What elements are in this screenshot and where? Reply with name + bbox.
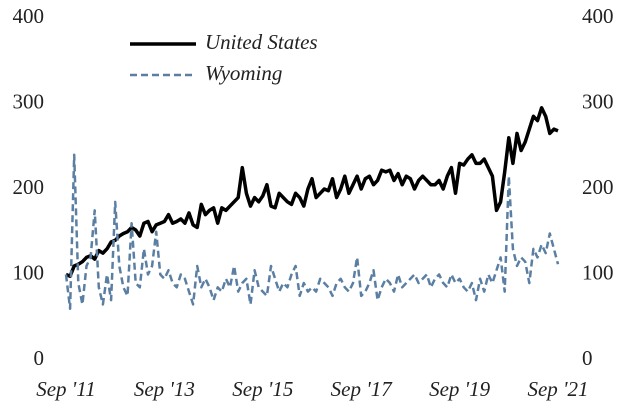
y-tick-label: 100: [13, 260, 45, 284]
x-tick-label: Sep '13: [134, 377, 195, 401]
x-tick-label: Sep '21: [527, 377, 588, 401]
x-tick-label: Sep '11: [36, 377, 96, 401]
x-tick-label: Sep '19: [429, 377, 491, 401]
y-tick-label: 200: [13, 175, 45, 199]
y2-tick-label: 0: [582, 346, 593, 370]
x-tick-label: Sep '15: [232, 377, 293, 401]
legend-label: United States: [205, 30, 318, 54]
y-tick-label: 0: [34, 346, 45, 370]
legend-label: Wyoming: [205, 61, 282, 85]
y-tick-label: 400: [13, 4, 45, 28]
x-tick-label: Sep '17: [331, 377, 394, 401]
y2-tick-label: 300: [582, 89, 614, 113]
y-tick-label: 300: [13, 89, 45, 113]
series-line: [65, 106, 559, 278]
y2-tick-label: 400: [582, 4, 614, 28]
y2-tick-label: 100: [582, 260, 614, 284]
series-line: [64, 153, 560, 310]
y2-tick-label: 200: [582, 175, 614, 199]
